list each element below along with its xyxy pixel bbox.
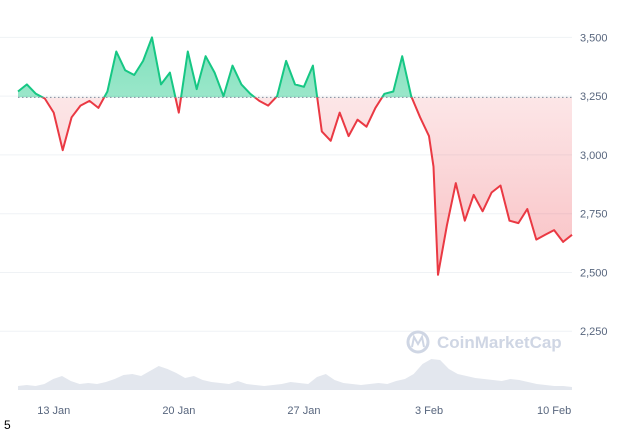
watermark: CoinMarketCap (406, 330, 562, 354)
y-tick-label: 3,000 (580, 150, 608, 162)
price-line-up (17, 36, 413, 98)
x-axis-labels: 13 Jan 20 Jan 27 Jan 3 Feb 10 Feb (37, 405, 571, 417)
volume-shape (18, 359, 572, 390)
x-tick-label: 13 Jan (37, 405, 70, 417)
price-line-down (40, 97, 573, 276)
price-area (18, 37, 572, 275)
y-tick-label: 3,500 (580, 32, 608, 44)
y-tick-label: 2,750 (580, 209, 608, 221)
corner-label: 5 (4, 418, 11, 432)
x-tick-label: 20 Jan (162, 405, 195, 417)
coinmarketcap-logo-icon (406, 330, 430, 354)
x-tick-label: 27 Jan (287, 405, 320, 417)
x-tick-label: 3 Feb (415, 405, 443, 417)
volume-area (18, 359, 572, 390)
price-area-above (18, 37, 572, 98)
watermark-text: CoinMarketCap (437, 333, 562, 352)
y-tick-label: 2,500 (580, 267, 608, 279)
y-tick-label: 3,250 (580, 91, 608, 103)
y-axis-labels: 3,500 3,250 3,000 2,750 2,500 2,250 (580, 32, 608, 338)
grid-lines (0, 36, 572, 332)
price-line (17, 36, 573, 276)
price-area-below (42, 97, 572, 275)
y-tick-label: 2,250 (580, 326, 608, 338)
x-tick-label: 10 Feb (537, 405, 571, 417)
